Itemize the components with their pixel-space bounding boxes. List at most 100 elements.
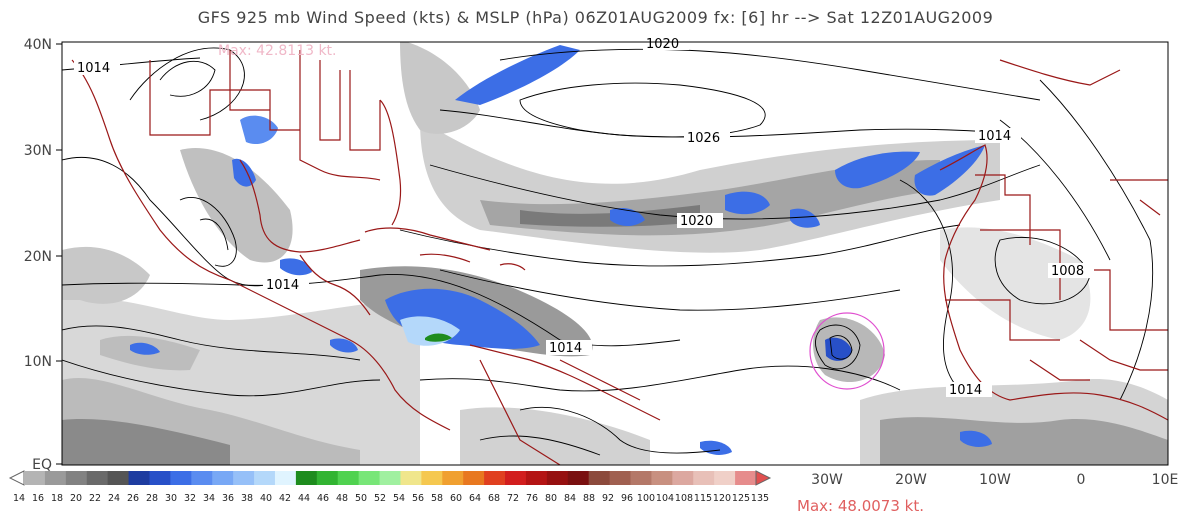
colorbar [8, 470, 772, 486]
colorbar-swatch [254, 471, 276, 485]
colorbar-tick-label: 84 [564, 493, 576, 504]
colorbar-tick-label: 32 [184, 493, 196, 504]
colorbar-swatch [672, 471, 694, 485]
colorbar-swatch [546, 471, 569, 485]
colorbar-tick-label: 34 [203, 493, 215, 504]
colorbar-swatch [735, 471, 757, 485]
latitude-axis: 40N 30N 20N 10N EQ [24, 37, 62, 473]
colorbar-swatch [86, 471, 109, 485]
pressure-label: 1014 [266, 278, 299, 293]
colorbar-swatch [651, 471, 673, 485]
colorbar-tick-label: 46 [317, 493, 329, 504]
max-wind-shading [425, 333, 452, 342]
colorbar-swatch [630, 471, 652, 485]
colorbar-swatch [337, 471, 360, 485]
pressure-label: 1020 [680, 214, 713, 229]
colorbar-swatch [274, 471, 297, 485]
pressure-label: 1014 [978, 129, 1011, 144]
pressure-labels: 1020 1014 1026 1014 1020 1008 1014 1014 … [74, 36, 1094, 398]
colorbar-swatch [295, 471, 318, 485]
colorbar-tick-label: 104 [656, 493, 674, 504]
lon-label: 0 [1077, 472, 1086, 488]
wind-shading-grey [62, 42, 1168, 465]
colorbar-tick-label: 42 [279, 493, 291, 504]
colorbar-tick-label: 88 [583, 493, 595, 504]
colorbar-tick-label: 58 [431, 493, 443, 504]
colorbar-arrow-left [8, 470, 25, 486]
wind-shading-blue [130, 45, 992, 455]
lon-label: 10E [1152, 472, 1179, 488]
colorbar-tick-label: 18 [51, 493, 63, 504]
lat-label: 40N [24, 37, 52, 53]
colorbar-tick-label: 96 [621, 493, 633, 504]
colorbar-tick-label: 125 [732, 493, 750, 504]
colorbar-tick-label: 44 [298, 493, 310, 504]
colorbar-swatch [505, 471, 527, 485]
lat-label: 20N [24, 249, 52, 265]
colorbar-tick-label: 28 [146, 493, 158, 504]
colorbar-tick-label: 135 [751, 493, 769, 504]
colorbar-tick-label: 72 [507, 493, 519, 504]
pressure-label: 1008 [1051, 264, 1084, 279]
colorbar-tick-label: 120 [713, 493, 731, 504]
colorbar-tick-label: 108 [675, 493, 693, 504]
colorbar-tick-label: 14 [13, 493, 25, 504]
colorbar-swatch [24, 471, 46, 485]
colorbar-tick-label: 50 [355, 493, 367, 504]
colorbar-swatch [107, 471, 130, 485]
pressure-label: 1014 [949, 383, 982, 398]
colorbar-ticks: 14 16 18 20 22 24 26 28 30 32 34 36 38 40 42 44 46 48 50 52… [13, 493, 769, 504]
plot-frame [61, 41, 1169, 466]
lon-label: 10W [979, 472, 1011, 488]
vortex-circle [809, 312, 885, 390]
colorbar-swatch [44, 471, 67, 485]
colorbar-tick-label: 52 [374, 493, 386, 504]
colorbar-swatch [379, 471, 401, 485]
colorbar-tick-label: 20 [70, 493, 82, 504]
colorbar-swatch [463, 471, 485, 485]
colorbar-tick-label: 38 [241, 493, 253, 504]
colorbar-tick-label: 92 [602, 493, 614, 504]
lat-label: EQ [32, 457, 52, 473]
colorbar-swatch [567, 471, 590, 485]
colorbar-swatch [191, 471, 213, 485]
colorbar-swatch [609, 471, 632, 485]
colorbar-tick-label: 115 [694, 493, 712, 504]
colorbar-swatch [212, 471, 234, 485]
lat-label: 10N [24, 354, 52, 370]
coastlines [71, 50, 1168, 465]
colorbar-tick-label: 56 [412, 493, 424, 504]
colorbar-tick-label: 30 [165, 493, 177, 504]
lat-label: 30N [24, 143, 52, 159]
colorbar-swatch [149, 471, 171, 485]
lon-label: 30W [811, 472, 843, 488]
colorbar-swatch [400, 471, 422, 485]
colorbar-swatch [316, 471, 339, 485]
colorbar-swatch [442, 471, 464, 485]
colorbar-swatch [358, 471, 381, 485]
pressure-label: 1026 [687, 131, 720, 146]
colorbar-tick-label: 76 [526, 493, 538, 504]
colorbar-tick-label: 26 [127, 493, 139, 504]
colorbar-swatch [421, 471, 443, 485]
colorbar-tick-label: 22 [89, 493, 101, 504]
colorbar-swatch [525, 471, 548, 485]
colorbar-tick-label: 36 [222, 493, 234, 504]
colorbar-tick-label: 40 [260, 493, 272, 504]
pressure-label: 1020 [646, 37, 679, 52]
overlay-text: Max: 42.8113 kt. [218, 43, 337, 59]
colorbar-swatch [128, 471, 150, 485]
colorbar-tick-label: 54 [393, 493, 405, 504]
colorbar-arrow-right [755, 470, 772, 486]
colorbar-tick-label: 80 [545, 493, 557, 504]
colorbar-swatch [484, 471, 506, 485]
isobars [62, 47, 1154, 456]
colorbar-swatch [170, 471, 192, 485]
lon-label: 20W [895, 472, 927, 488]
colorbar-tick-label: 48 [336, 493, 348, 504]
colorbar-tick-label: 60 [450, 493, 462, 504]
pressure-label: 1014 [77, 61, 110, 76]
colorbar-swatch [233, 471, 255, 485]
colorbar-tick-label: 16 [32, 493, 44, 504]
